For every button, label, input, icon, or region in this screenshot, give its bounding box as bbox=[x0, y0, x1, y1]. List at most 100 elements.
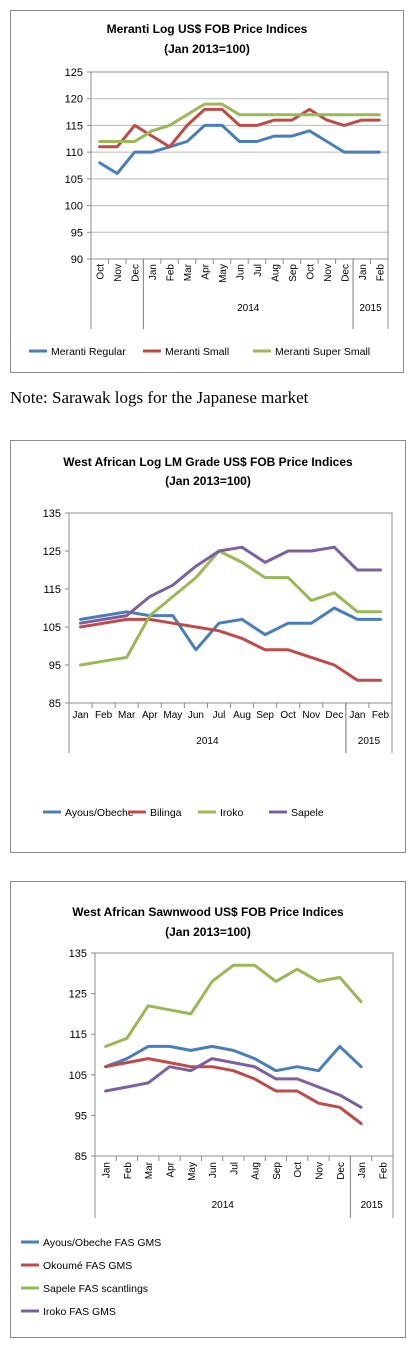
x-category-label: Dec bbox=[325, 710, 343, 721]
x-category-label: Sep bbox=[256, 710, 274, 721]
west-african-log-chart: West African Log LM Grade US$ FOB Price … bbox=[10, 440, 406, 853]
series-line bbox=[79, 606, 382, 652]
x-category-label: Oct bbox=[280, 710, 296, 721]
x-category-label: Jul bbox=[213, 710, 226, 721]
x-category-label: Jun bbox=[208, 1162, 219, 1178]
x-category-label: Oct bbox=[293, 1162, 304, 1178]
west-african-sawnwood-chart-svg: West African Sawnwood US$ FOB Price Indi… bbox=[21, 905, 394, 1318]
x-category-label: Mar bbox=[144, 1161, 155, 1179]
x-category-label: Oct bbox=[96, 264, 107, 280]
series-line bbox=[104, 1057, 363, 1125]
year-label: 2014 bbox=[237, 303, 260, 314]
meranti-log-chart: Meranti Log US$ FOB Price Indices (Jan 20… bbox=[10, 10, 404, 373]
x-category-label: Apr bbox=[201, 263, 212, 279]
series-line bbox=[79, 617, 382, 682]
x-category-label: Feb bbox=[166, 264, 177, 282]
y-tick-label: 95 bbox=[75, 1110, 87, 1122]
x-category-label: Jan bbox=[358, 264, 369, 280]
series-line bbox=[79, 549, 382, 667]
y-tick-label: 125 bbox=[65, 67, 83, 79]
legend-label: Iroko FAS GMS bbox=[43, 1306, 116, 1318]
plot-frame bbox=[90, 71, 389, 260]
x-category-label: Nov bbox=[315, 1162, 326, 1180]
legend-label: Meranti Regular bbox=[51, 346, 126, 358]
x-category-label: Aug bbox=[251, 1162, 262, 1180]
x-category-label: Feb bbox=[123, 1162, 134, 1180]
x-category-label: Jan bbox=[72, 710, 88, 721]
x-category-label: Feb bbox=[95, 710, 113, 721]
y-tick-label: 105 bbox=[43, 622, 61, 634]
y-tick-label: 125 bbox=[43, 546, 61, 558]
y-tick-label: 95 bbox=[49, 660, 61, 672]
y-tick-label: 115 bbox=[69, 1029, 87, 1041]
chart-subtitle: (Jan 2013=100) bbox=[165, 925, 251, 939]
x-category-label: Sep bbox=[272, 1162, 283, 1180]
x-category-label: Jun bbox=[236, 264, 247, 280]
x-category-label: Aug bbox=[270, 264, 281, 282]
x-category-label: Dec bbox=[340, 264, 351, 282]
legend-label: Sapele FAS scantlings bbox=[43, 1283, 148, 1295]
series-line bbox=[79, 545, 382, 625]
y-tick-label: 135 bbox=[69, 948, 87, 960]
y-tick-label: 85 bbox=[49, 698, 61, 710]
y-tick-label: 115 bbox=[43, 584, 61, 596]
chart-title: West African Sawnwood US$ FOB Price Indi… bbox=[72, 905, 344, 919]
y-tick-label: 135 bbox=[43, 508, 61, 520]
chart-title: Meranti Log US$ FOB Price Indices bbox=[107, 22, 308, 36]
series-line bbox=[98, 102, 381, 143]
x-category-label: Feb bbox=[378, 1162, 389, 1180]
legend-label: Sapele bbox=[291, 807, 324, 819]
y-tick-label: 105 bbox=[69, 1070, 87, 1082]
x-category-label: May bbox=[218, 264, 229, 283]
x-category-label: Jul bbox=[253, 264, 264, 277]
series-line bbox=[98, 123, 381, 175]
west-african-log-chart-svg: West African Log LM Grade US$ FOB Price … bbox=[43, 455, 393, 819]
x-category-label: Jan bbox=[357, 1162, 368, 1178]
x-category-label: Nov bbox=[302, 710, 320, 721]
x-category-label: Mar bbox=[183, 263, 194, 281]
year-label: 2015 bbox=[358, 736, 381, 747]
y-tick-label: 120 bbox=[65, 94, 83, 106]
x-category-label: Feb bbox=[375, 264, 386, 282]
x-category-label: Sep bbox=[288, 264, 299, 282]
legend-label: Meranti Small bbox=[165, 346, 229, 358]
x-category-label: Jun bbox=[188, 710, 204, 721]
y-tick-label: 125 bbox=[69, 989, 87, 1001]
x-category-label: Nov bbox=[323, 264, 334, 282]
x-category-label: Apr bbox=[166, 1161, 177, 1177]
meranti-log-chart-svg: Meranti Log US$ FOB Price Indices (Jan 20… bbox=[29, 22, 389, 358]
y-tick-label: 95 bbox=[71, 227, 83, 239]
legend-label: Meranti Super Small bbox=[275, 346, 370, 358]
x-category-label: Mar bbox=[118, 710, 136, 721]
chart-subtitle: (Jan 2013=100) bbox=[164, 42, 250, 56]
y-tick-label: 110 bbox=[65, 147, 83, 159]
x-category-label: May bbox=[163, 710, 182, 721]
y-tick-label: 115 bbox=[65, 120, 83, 132]
x-category-label: Dec bbox=[336, 1162, 347, 1180]
series-line bbox=[104, 1044, 363, 1073]
x-category-label: Nov bbox=[113, 264, 124, 282]
chart-title: West African Log LM Grade US$ FOB Price … bbox=[63, 455, 353, 469]
year-label: 2015 bbox=[359, 303, 382, 314]
legend-label: Okoumé FAS GMS bbox=[43, 1260, 132, 1272]
legend-label: Ayous/Obeche bbox=[65, 807, 134, 819]
year-label: 2014 bbox=[212, 1200, 235, 1211]
y-tick-label: 90 bbox=[71, 254, 83, 266]
x-category-label: Oct bbox=[305, 264, 316, 280]
chart-subtitle: (Jan 2013=100) bbox=[165, 474, 251, 488]
west-african-sawnwood-chart: West African Sawnwood US$ FOB Price Indi… bbox=[10, 881, 406, 1338]
x-category-label: Aug bbox=[233, 710, 251, 721]
series-line bbox=[104, 1057, 363, 1109]
plot-frame bbox=[68, 512, 393, 704]
x-category-label: Jan bbox=[148, 264, 159, 280]
legend-label: Bilinga bbox=[150, 807, 182, 819]
x-category-label: Jan bbox=[349, 710, 365, 721]
y-tick-label: 85 bbox=[75, 1151, 87, 1163]
sarawak-note: Note: Sarawak logs for the Japanese mark… bbox=[10, 388, 309, 407]
y-tick-label: 100 bbox=[65, 201, 83, 213]
x-category-label: Apr bbox=[142, 710, 158, 721]
legend-label: Iroko bbox=[220, 807, 244, 819]
x-category-label: May bbox=[187, 1162, 198, 1181]
x-category-label: Feb bbox=[372, 710, 390, 721]
y-tick-label: 105 bbox=[65, 174, 83, 186]
